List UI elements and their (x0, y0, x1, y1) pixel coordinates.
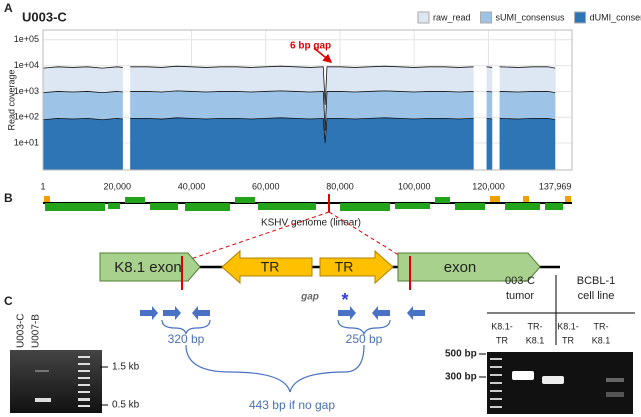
chart-title: U003-C (22, 9, 67, 24)
y-tick-label: 1e+03 (14, 86, 39, 96)
lane-label: U003-C (16, 314, 27, 348)
y-tick-label: 1e+05 (14, 34, 39, 44)
lane-label: TR (562, 335, 574, 345)
marker-label: 0.5 kb (112, 400, 140, 411)
exon-label: K8.1 exon (114, 259, 182, 276)
marker-label: 300 bp (445, 372, 477, 383)
y-tick-label: 1e+04 (14, 60, 39, 70)
panel-label: C (4, 294, 13, 308)
legend-label: sUMI_consensus (496, 12, 566, 22)
lane-label: TR (496, 335, 508, 345)
locus-diagram (99, 249, 560, 393)
x-tick-label: 80,000 (326, 181, 354, 191)
group-label: BCBL-1 (577, 275, 616, 287)
star: * (341, 290, 348, 310)
lane-label: TR- (594, 321, 609, 331)
legend-label: raw_read (433, 12, 471, 22)
marker-label: 500 bp (445, 349, 477, 360)
x-tick-label: 1 (40, 181, 45, 191)
marker-label: 1.5 kb (112, 362, 140, 373)
x-tick-label: 120,000 (472, 181, 505, 191)
lane-label: U007-B (31, 314, 42, 348)
x-tick-label: 20,000 (103, 181, 131, 191)
area-outline (42, 65, 556, 105)
panel-label: B (4, 191, 13, 205)
lane-label: K8.1 (592, 335, 611, 345)
x-tick-label: 100,000 (398, 181, 431, 191)
group-label: cell line (578, 290, 615, 302)
annotation-arrow (313, 47, 333, 63)
panel-label: A (4, 1, 13, 15)
group-label: 003-C (505, 275, 535, 287)
x-tick-label: 137,969 (539, 181, 572, 191)
x-tick-label: 60,000 (252, 181, 280, 191)
gap-label: gap (300, 292, 319, 303)
amplicon-label: 250 bp (346, 332, 383, 346)
lane-label: K8.1- (557, 321, 579, 331)
plot-border (42, 29, 573, 171)
legend-label: dUMI_consensus (590, 12, 641, 22)
y-axis-label: Read coverage (6, 69, 16, 130)
lane-label: K8.1 (526, 335, 545, 345)
y-tick-label: 1e+01 (14, 137, 39, 147)
legend-swatch (417, 11, 430, 24)
exon-label: exon (444, 259, 477, 276)
area-outline (42, 90, 556, 131)
group-label: tumor (506, 290, 534, 302)
amplicon-label: 443 bp if no gap (249, 398, 335, 412)
annotation: 6 bp gap (290, 41, 331, 52)
zoom-line (328, 211, 411, 263)
gel-d (487, 352, 633, 414)
amplicon-label: 320 bp (168, 332, 205, 346)
area (43, 117, 556, 170)
x-tick-label: 40,000 (178, 181, 206, 191)
legend-swatch (480, 11, 493, 24)
lane-label: TR- (528, 321, 543, 331)
genome-label: KSHV genome (linear) (261, 218, 361, 229)
gel-c (10, 350, 102, 413)
genome-map (43, 194, 572, 212)
area-outline (42, 117, 556, 144)
tr-label: TR (335, 259, 354, 275)
y-tick-label: 1e+02 (14, 112, 39, 122)
lane-label: K8.1- (491, 321, 513, 331)
tr-label: TR (261, 259, 280, 275)
legend-swatch (574, 11, 587, 24)
zoom-line (181, 211, 330, 263)
